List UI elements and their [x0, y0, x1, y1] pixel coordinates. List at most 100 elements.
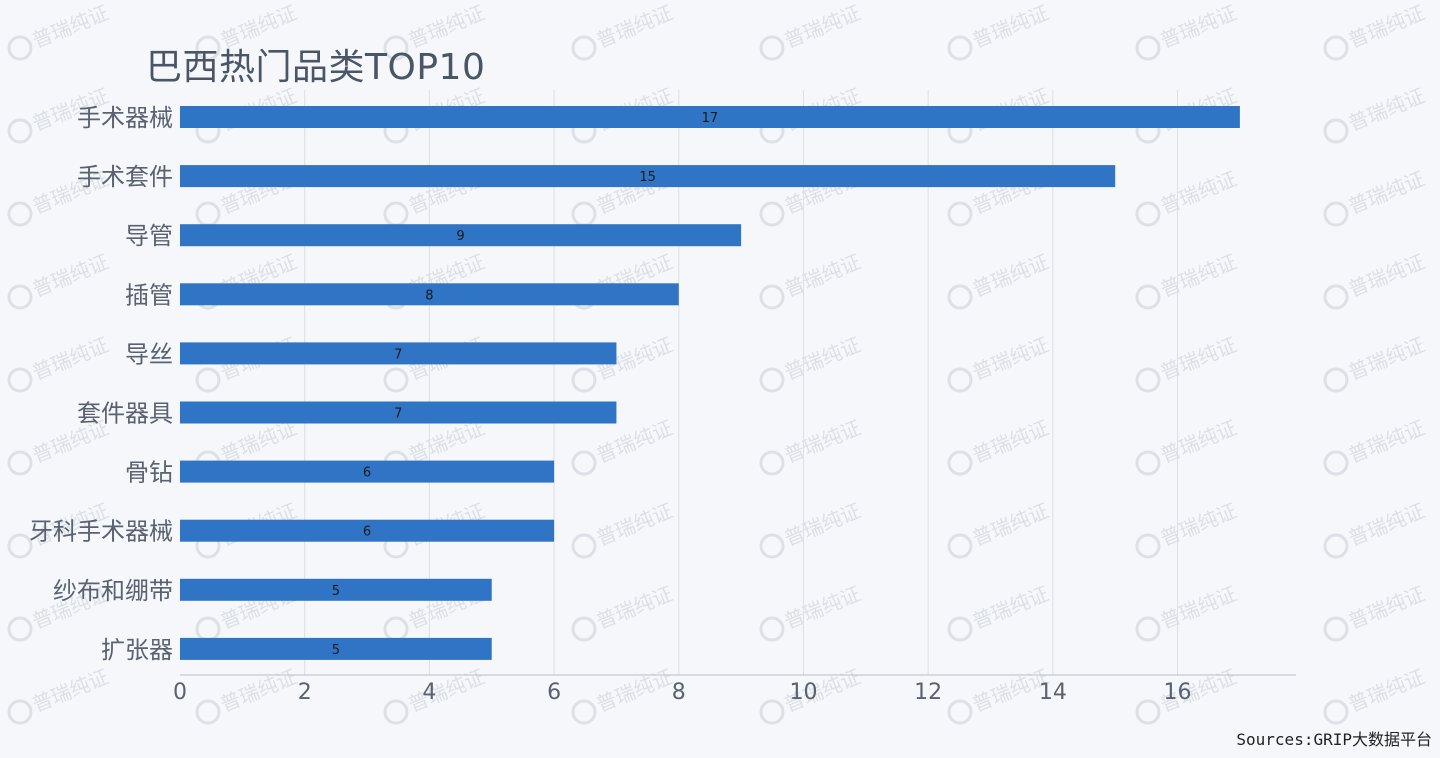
watermark-38: 普瑞纯证: [1135, 332, 1240, 393]
svg-text:普瑞纯证: 普瑞纯证: [1345, 83, 1428, 135]
bars-group: [180, 106, 1240, 660]
watermark-43: 普瑞纯证: [571, 415, 676, 476]
bar-0: [180, 106, 1240, 128]
svg-text:普瑞纯证: 普瑞纯证: [593, 581, 676, 633]
watermark-44: 普瑞纯证: [759, 415, 864, 476]
svg-text:普瑞纯证: 普瑞纯证: [593, 498, 676, 550]
data-label-4: 7: [394, 347, 402, 362]
category-label-7: 牙科手术器械: [29, 518, 173, 546]
watermark-31: 普瑞纯证: [1323, 249, 1428, 310]
x-tick-8: 8: [672, 680, 686, 705]
grid-lines: [304, 90, 1179, 675]
data-label-9: 5: [332, 643, 340, 658]
bar-5: [180, 401, 617, 424]
bar-2: [180, 224, 742, 247]
svg-text:普瑞纯证: 普瑞纯证: [1345, 249, 1428, 301]
watermark-65: 普瑞纯证: [195, 664, 300, 725]
watermark-39: 普瑞纯证: [1323, 332, 1428, 393]
data-label-8: 5: [332, 584, 340, 599]
svg-text:普瑞纯证: 普瑞纯证: [29, 664, 112, 716]
watermark-52: 普瑞纯证: [759, 498, 864, 559]
svg-text:普瑞纯证: 普瑞纯证: [969, 249, 1052, 301]
watermark-23: 普瑞纯证: [1323, 166, 1428, 227]
watermark-4: 普瑞纯证: [759, 0, 864, 61]
x-tick-14: 14: [1039, 680, 1067, 705]
category-label-8: 纱布和绷带: [53, 577, 173, 605]
watermark-62: 普瑞纯证: [1135, 581, 1240, 642]
watermark-5: 普瑞纯证: [947, 0, 1052, 61]
data-labels: 17 15 9 8 7 7 6 6 5 5: [332, 111, 718, 658]
svg-text:普瑞纯证: 普瑞纯证: [1157, 332, 1240, 384]
source-note: Sources:GRIP大数据平台: [1236, 730, 1432, 749]
category-label-1: 手术套件: [77, 163, 173, 191]
bar-4: [180, 342, 617, 365]
watermark-51: 普瑞纯证: [571, 498, 676, 559]
svg-text:普瑞纯证: 普瑞纯证: [1157, 498, 1240, 550]
watermark-30: 普瑞纯证: [1135, 249, 1240, 310]
watermark-46: 普瑞纯证: [1135, 415, 1240, 476]
svg-text:普瑞纯证: 普瑞纯证: [1345, 581, 1428, 633]
bar-3: [180, 283, 679, 306]
x-tick-0: 0: [173, 680, 187, 705]
svg-text:普瑞纯证: 普瑞纯证: [29, 332, 112, 384]
watermark-7: 普瑞纯证: [1323, 0, 1428, 61]
watermark-60: 普瑞纯证: [759, 581, 864, 642]
x-tick-6: 6: [547, 680, 561, 705]
svg-text:普瑞纯证: 普瑞纯证: [1157, 415, 1240, 467]
watermark-63: 普瑞纯证: [1323, 581, 1428, 642]
watermark-15: 普瑞纯证: [1323, 83, 1428, 144]
bar-6: [180, 460, 555, 483]
watermark-45: 普瑞纯证: [947, 415, 1052, 476]
x-tick-2: 2: [298, 680, 312, 705]
watermark-59: 普瑞纯证: [571, 581, 676, 642]
watermark-47: 普瑞纯证: [1323, 415, 1428, 476]
svg-text:普瑞纯证: 普瑞纯证: [969, 0, 1052, 52]
watermark-37: 普瑞纯证: [947, 332, 1052, 393]
bar-9: [180, 637, 492, 660]
chart-title: 巴西热门品类TOP10: [146, 47, 486, 88]
watermark-66: 普瑞纯证: [383, 664, 488, 725]
data-label-6: 6: [363, 466, 371, 481]
watermark-55: 普瑞纯证: [1323, 498, 1428, 559]
svg-text:普瑞纯证: 普瑞纯证: [781, 498, 864, 550]
svg-text:普瑞纯证: 普瑞纯证: [781, 0, 864, 52]
bar-8: [180, 578, 492, 601]
watermark-3: 普瑞纯证: [571, 0, 676, 61]
x-axis-ticks: 0 2 4 6 8 10 12 14 16: [173, 680, 1192, 705]
watermark-69: 普瑞纯证: [947, 664, 1052, 725]
svg-text:普瑞纯证: 普瑞纯证: [1157, 249, 1240, 301]
watermark-6: 普瑞纯证: [1135, 0, 1240, 61]
watermark-64: 普瑞纯证: [7, 664, 112, 725]
svg-text:普瑞纯证: 普瑞纯证: [1157, 166, 1240, 218]
category-label-9: 扩张器: [101, 636, 173, 664]
watermark-53: 普瑞纯证: [947, 498, 1052, 559]
category-label-4: 导丝: [125, 340, 173, 368]
watermark-54: 普瑞纯证: [1135, 498, 1240, 559]
category-label-3: 插管: [125, 281, 173, 309]
data-label-5: 7: [394, 407, 402, 422]
x-tick-16: 16: [1164, 680, 1192, 705]
watermark-67: 普瑞纯证: [571, 664, 676, 725]
data-label-1: 15: [639, 170, 656, 185]
category-label-5: 套件器具: [77, 400, 173, 428]
svg-text:普瑞纯证: 普瑞纯证: [1345, 0, 1428, 52]
svg-text:普瑞纯证: 普瑞纯证: [969, 332, 1052, 384]
x-tick-4: 4: [422, 680, 436, 705]
svg-text:普瑞纯证: 普瑞纯证: [969, 498, 1052, 550]
svg-text:普瑞纯证: 普瑞纯证: [1345, 498, 1428, 550]
svg-text:普瑞纯证: 普瑞纯证: [1345, 415, 1428, 467]
x-tick-10: 10: [789, 680, 817, 705]
category-label-6: 骨钻: [125, 459, 173, 487]
data-label-3: 8: [425, 288, 433, 303]
svg-text:普瑞纯证: 普瑞纯证: [781, 249, 864, 301]
svg-text:普瑞纯证: 普瑞纯证: [593, 664, 676, 716]
svg-text:普瑞纯证: 普瑞纯证: [781, 415, 864, 467]
data-label-7: 6: [363, 525, 371, 540]
svg-text:普瑞纯证: 普瑞纯证: [29, 249, 112, 301]
bar-7: [180, 519, 555, 542]
watermark-24: 普瑞纯证: [7, 249, 112, 310]
svg-text:普瑞纯证: 普瑞纯证: [969, 415, 1052, 467]
